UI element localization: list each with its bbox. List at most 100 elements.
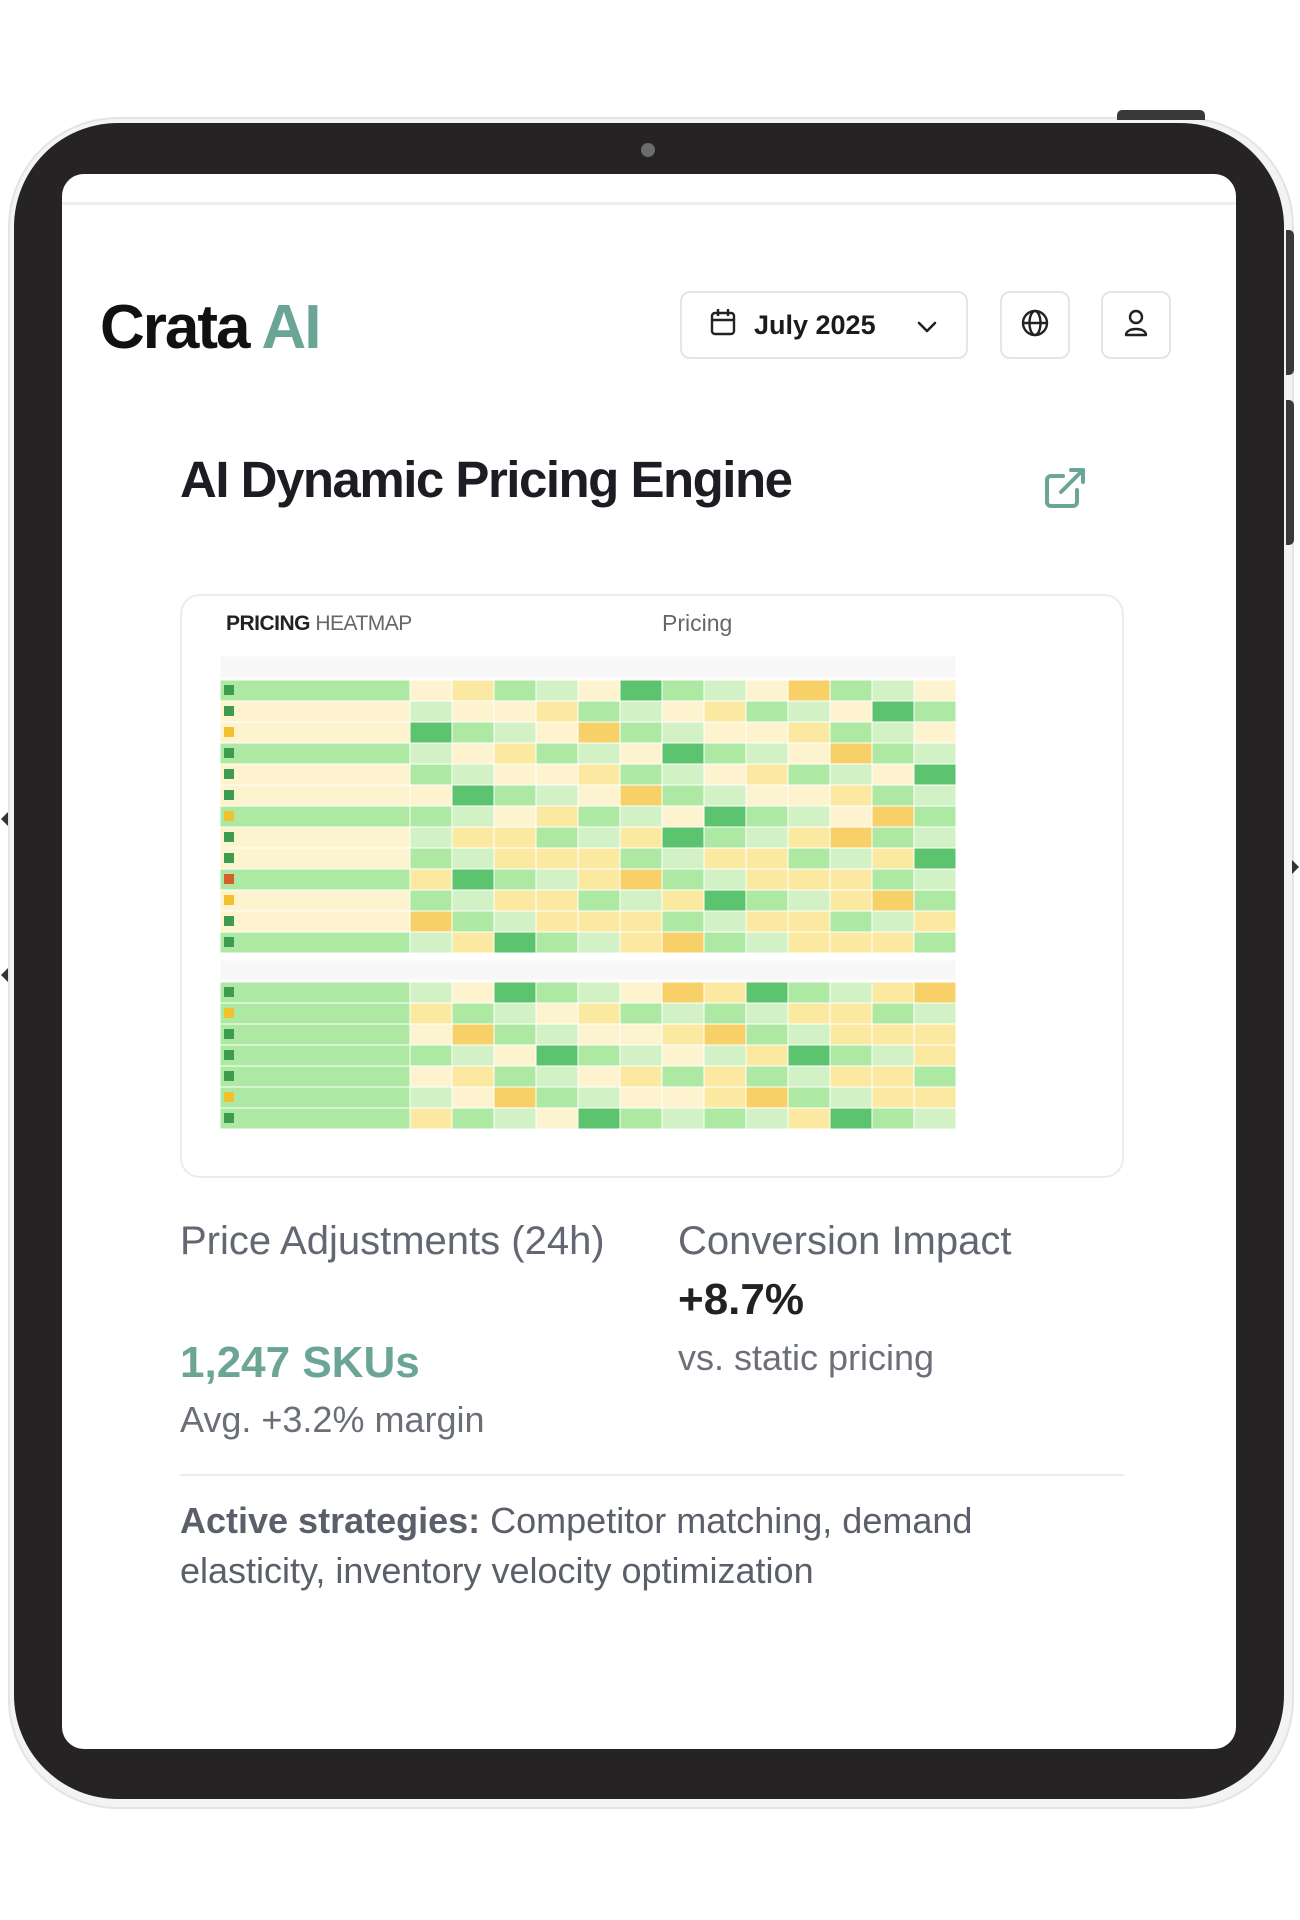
heatmap-cell — [577, 847, 621, 870]
heatmap-cell — [619, 784, 663, 807]
heatmap-cell — [787, 931, 831, 954]
heatmap-legend-swatch — [224, 853, 234, 863]
heatmap-cell — [703, 910, 747, 933]
heatmap-legend-swatch — [224, 1029, 234, 1039]
heatmap-cell — [451, 700, 495, 723]
external-link-icon[interactable] — [1041, 464, 1089, 517]
heatmap-cell — [829, 931, 873, 954]
heatmap-cell — [745, 868, 789, 891]
screen: Crata AI July 2025 AI Dynamic Pricing En… — [62, 174, 1236, 1749]
heatmap-cell — [745, 805, 789, 828]
heatmap-cell — [745, 931, 789, 954]
heatmap-cell — [661, 763, 705, 786]
heatmap-cell — [703, 1086, 747, 1109]
status-divider — [62, 202, 1236, 205]
strategies-text: Competitor matching, demand elasticity, … — [180, 1500, 973, 1591]
heatmap-cell — [451, 847, 495, 870]
heatmap-row-label — [219, 889, 411, 912]
heatmap-row-label — [219, 1002, 411, 1025]
heatmap-cell — [829, 1044, 873, 1067]
heatmap-cell — [745, 742, 789, 765]
heatmap-cell — [577, 868, 621, 891]
heatmap-row-label — [219, 981, 411, 1004]
heatmap-cell — [703, 763, 747, 786]
heatmap-legend-swatch — [224, 685, 234, 695]
heatmap-cell — [787, 1044, 831, 1067]
heatmap-cell — [745, 784, 789, 807]
heatmap-cell — [703, 742, 747, 765]
heatmap-subtitle: Pricing — [662, 610, 733, 636]
pricing-heatmap-image: PRICING HEATMAP Pricing — [180, 594, 1124, 1178]
conversion-impact-value: +8.7% — [678, 1275, 804, 1324]
heatmap-cell — [451, 910, 495, 933]
heatmap-cell — [493, 1107, 537, 1130]
heatmap-cell — [451, 1023, 495, 1046]
heatmap-cell — [661, 1107, 705, 1130]
heatmap-cell — [829, 700, 873, 723]
heatmap-cell — [535, 981, 579, 1004]
heatmap-cell — [619, 1086, 663, 1109]
heatmap-cell — [703, 826, 747, 849]
brand-logo[interactable]: Crata AI — [100, 292, 321, 363]
heatmap-cell — [913, 847, 957, 870]
heatmap-cell — [829, 721, 873, 744]
brand-accent: AI — [261, 293, 321, 362]
heatmap-cell — [871, 1023, 915, 1046]
heatmap-cell — [535, 1107, 579, 1130]
heatmap-cell — [661, 700, 705, 723]
heatmap-cell — [535, 1086, 579, 1109]
heatmap-cell — [871, 742, 915, 765]
heatmap-cell — [829, 784, 873, 807]
heatmap-cell — [871, 847, 915, 870]
conversion-impact-label: Conversion Impact — [678, 1219, 1012, 1263]
heatmap-cell — [493, 679, 537, 702]
heatmap-cell — [451, 742, 495, 765]
heatmap-title-bold: PRICING — [226, 612, 311, 635]
account-button[interactable] — [1101, 291, 1171, 359]
heatmap-row-label — [219, 763, 411, 786]
heatmap-cell — [619, 847, 663, 870]
conversion-impact-note: vs. static pricing — [678, 1337, 935, 1378]
heatmap-legend-swatch — [224, 1071, 234, 1081]
heatmap-cell — [787, 1086, 831, 1109]
heatmap-cell — [409, 1044, 453, 1067]
globe-icon — [1020, 308, 1050, 343]
heatmap-row-label — [219, 1086, 411, 1109]
heatmap-cell — [409, 910, 453, 933]
heatmap-cell — [577, 805, 621, 828]
heatmap-cell — [871, 721, 915, 744]
heatmap-cell — [451, 868, 495, 891]
heatmap-legend-swatch — [224, 916, 234, 926]
heatmap-cell — [829, 847, 873, 870]
heatmap-cell — [535, 931, 579, 954]
heatmap-cell — [535, 1044, 579, 1067]
heatmap-cell — [451, 763, 495, 786]
heatmap-cell — [787, 847, 831, 870]
heatmap-cell — [787, 742, 831, 765]
heatmap-cell — [829, 1107, 873, 1130]
heatmap-cell — [619, 868, 663, 891]
heatmap-cell — [451, 1065, 495, 1088]
heatmap-cell — [409, 1065, 453, 1088]
heatmap-cell — [703, 1107, 747, 1130]
heatmap-cell — [661, 847, 705, 870]
price-adjustments-label: Price Adjustments (24h) — [180, 1219, 605, 1263]
heatmap-cell — [451, 805, 495, 828]
heatmap-cell — [703, 931, 747, 954]
heatmap-cell — [661, 1002, 705, 1025]
heatmap-cell — [661, 981, 705, 1004]
heatmap-cell — [661, 1023, 705, 1046]
heatmap-cell — [829, 1086, 873, 1109]
heatmap-cell — [535, 910, 579, 933]
heatmap-cell — [871, 868, 915, 891]
heatmap-cell — [451, 784, 495, 807]
heatmap-cell — [577, 981, 621, 1004]
heatmap-cell — [535, 1002, 579, 1025]
date-picker-button[interactable]: July 2025 — [680, 291, 968, 359]
heatmap-cell — [493, 742, 537, 765]
heatmap-cell — [493, 1086, 537, 1109]
heatmap-cell — [535, 868, 579, 891]
heatmap-cell — [745, 1023, 789, 1046]
language-button[interactable] — [1000, 291, 1070, 359]
heatmap-row-label — [219, 910, 411, 933]
